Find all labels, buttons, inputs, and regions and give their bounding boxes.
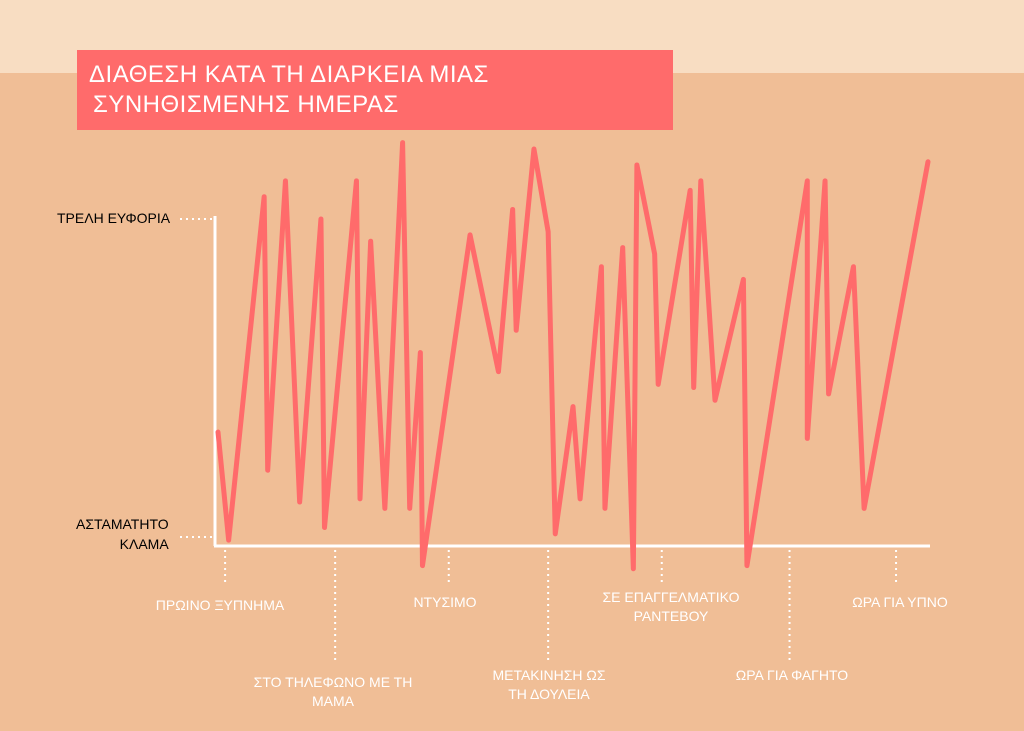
mood-line-0 <box>215 140 931 572</box>
event-label-business-meeting: ΣΕ ΕΠΑΓΓΕΛΜΑΤΙΚΟ ΡΑΝΤΕΒΟΥ <box>602 589 740 624</box>
chart-title-line-1: ΔΙΑΘΕΣΗ ΚΑΤΑ ΤΗ ΔΙΑΡΚΕΙΑ ΜΙΑΣ <box>89 61 489 88</box>
y-label-low-line-1: ΑΣΤΑΜΑΤΗΤΟ <box>76 516 169 532</box>
chart-axes <box>180 216 930 548</box>
y-label-low: ΑΣΤΑΜΑΤΗΤΟ ΚΛΑΜΑ <box>76 514 169 554</box>
chart-title-line-2: ΣΥΝΗΘΙΣΜΕΝΗΣ ΗΜΕΡΑΣ <box>93 91 399 118</box>
event-ticks <box>224 550 898 664</box>
y-label-low-line-2: ΚΛΑΜΑ <box>119 536 169 552</box>
event-label-commute: ΜΕΤΑΚΙΝΗΣΗ ΩΣ ΤΗ ΔΟΥΛΕΙΑ <box>492 667 606 702</box>
event-label-morning-wakeup: ΠΡΩΙΝΟ ΞΥΠΝΗΜΑ <box>155 597 285 613</box>
event-label-phone-with-mom: ΣΤΟ ΤΗΛΕΦΩΝΟ ΜΕ ΤΗ ΜΑΜΑ <box>253 674 413 709</box>
mood-series <box>215 140 931 572</box>
event-label-meal-time: ΩΡΑ ΓΙΑ ΦΑΓΗΤΟ <box>735 667 849 683</box>
y-label-high: ΤΡΕΛΗ ΕΥΦΟΡΙΑ <box>57 210 171 226</box>
event-label-bed-time: ΩΡΑ ΓΙΑ ΥΠΝΟ <box>852 594 948 610</box>
event-label-getting-dressed: ΝΤΥΣΙΜΟ <box>413 594 477 610</box>
chart-title-box: ΔΙΑΘΕΣΗ ΚΑΤΑ ΤΗ ΔΙΑΡΚΕΙΑ ΜΙΑΣ ΣΥΝΗΘΙΣΜΕΝ… <box>77 50 673 130</box>
